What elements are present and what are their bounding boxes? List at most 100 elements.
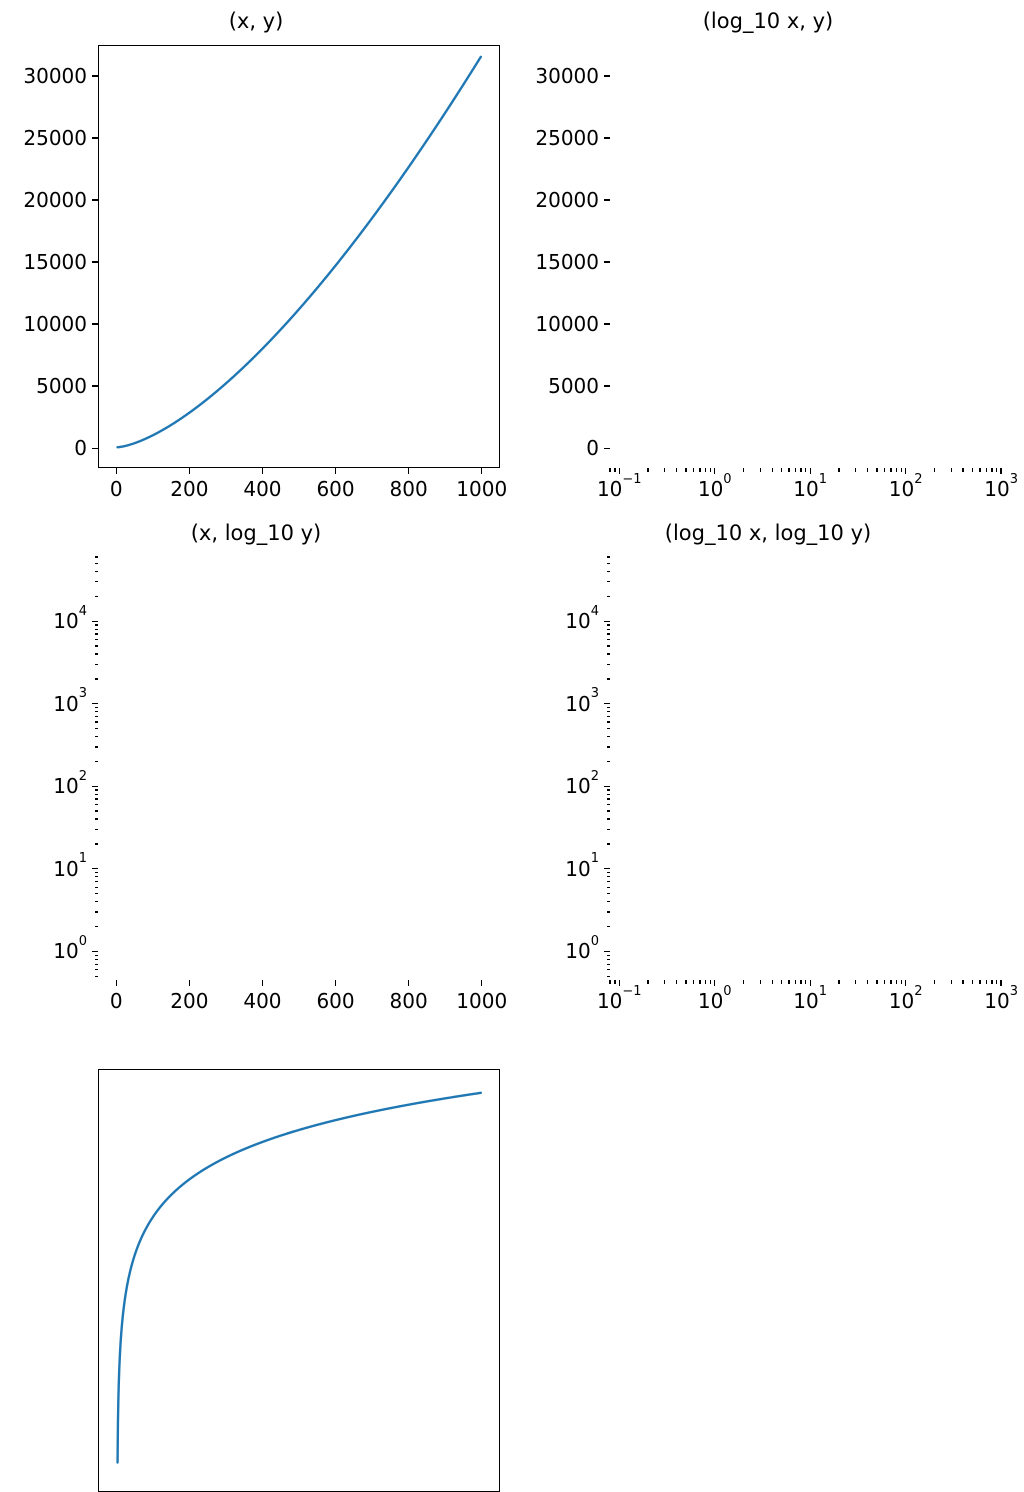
x-tick-mark (1000, 468, 1002, 474)
y-tick-mark (94, 793, 98, 795)
x-tick-mark (609, 980, 611, 984)
x-tick-mark (771, 980, 773, 984)
x-tick-label: 101 (793, 471, 828, 501)
x-tick-mark (618, 980, 620, 986)
y-tick-mark (94, 893, 98, 895)
x-tick-mark (685, 980, 687, 984)
x-tick-mark (614, 980, 616, 984)
x-tick-mark (895, 980, 898, 984)
y-tick-label: 20000 (23, 188, 87, 213)
y-tick-mark (606, 975, 610, 977)
x-tick-mark (991, 468, 993, 472)
x-tick-mark (188, 468, 190, 474)
y-tick-mark (604, 950, 610, 953)
x-tick-mark (334, 980, 337, 986)
y-tick-mark (606, 969, 610, 971)
x-tick-mark (996, 468, 998, 472)
x-tick-mark (905, 980, 907, 986)
x-tick-mark (759, 468, 761, 472)
y-tick-mark (606, 653, 610, 655)
y-tick-mark (92, 261, 98, 263)
x-tick-label: 102 (888, 983, 923, 1013)
y-tick-mark (606, 706, 610, 709)
y-tick-mark (92, 199, 98, 201)
y-tick-mark (604, 385, 610, 387)
y-tick-mark (94, 653, 98, 655)
y-tick-mark (604, 75, 610, 77)
x-tick-mark (838, 980, 840, 984)
y-tick-mark (606, 638, 610, 641)
x-tick-label: 1000 (456, 989, 508, 1013)
y-tick-label: 10000 (23, 312, 87, 337)
y-tick-mark (92, 447, 98, 449)
x-tick-mark (742, 468, 745, 472)
y-tick-label: 103 (565, 686, 599, 716)
y-tick-label: 101 (53, 851, 87, 881)
y-tick-label: 102 (53, 768, 87, 799)
x-tick-mark (800, 468, 802, 472)
y-tick-mark (94, 818, 98, 820)
y-tick-mark (94, 715, 98, 718)
x-tick-mark (788, 468, 790, 472)
x-tick-mark (905, 468, 907, 474)
y-tick-mark (92, 950, 98, 953)
y-tick-mark (92, 868, 98, 870)
x-tick-mark (709, 980, 711, 984)
x-tick-label: 100 (697, 983, 732, 1013)
y-tick-label: 0 (586, 436, 599, 461)
y-tick-label: 102 (565, 768, 599, 799)
x-tick-mark (900, 980, 902, 984)
y-tick-label: 15000 (23, 250, 87, 275)
y-tick-mark (606, 624, 610, 626)
y-tick-label: 25000 (535, 126, 599, 151)
y-tick-mark (94, 721, 98, 723)
x-tick-mark (1000, 980, 1002, 986)
y-tick-mark (94, 828, 98, 831)
y-tick-mark (604, 261, 610, 263)
y-tick-mark (606, 911, 610, 913)
y-tick-label: 100 (565, 933, 599, 964)
y-tick-mark (94, 663, 98, 666)
y-tick-mark (606, 828, 610, 831)
x-tick-mark (407, 468, 410, 474)
y-tick-mark (92, 385, 98, 387)
y-tick-mark (94, 969, 98, 971)
x-tick-mark (699, 468, 701, 472)
y-tick-mark (606, 760, 610, 763)
y-tick-mark (606, 876, 610, 878)
x-tick-mark (742, 980, 745, 984)
y-tick-mark (606, 880, 610, 883)
y-tick-mark (606, 595, 610, 598)
y-tick-label: 30000 (535, 64, 599, 88)
x-tick-mark (664, 980, 666, 984)
y-tick-mark (94, 954, 98, 956)
subplot-title-x-logy: (x, log_10 y) (190, 521, 322, 545)
y-tick-mark (94, 624, 98, 626)
x-tick-label: 102 (888, 471, 923, 501)
y-tick-mark (606, 556, 610, 558)
x-tick-label: 101 (793, 983, 828, 1013)
x-tick-mark (933, 980, 936, 984)
y-tick-mark (94, 678, 98, 680)
y-tick-label: 100 (53, 933, 87, 964)
y-tick-mark (604, 703, 610, 705)
y-tick-mark (92, 75, 98, 77)
x-tick-mark (805, 468, 807, 472)
x-tick-mark (867, 468, 869, 472)
y-tick-mark (604, 868, 610, 870)
x-tick-mark (996, 980, 998, 984)
x-tick-mark (704, 980, 707, 984)
x-tick-mark (115, 980, 117, 986)
x-tick-mark (809, 980, 811, 986)
y-tick-mark (94, 925, 98, 928)
y-tick-mark (606, 715, 610, 718)
y-tick-mark (606, 954, 610, 956)
x-tick-mark (647, 468, 649, 472)
y-tick-mark (92, 323, 98, 325)
y-tick-label: 5000 (548, 374, 599, 399)
x-tick-mark (261, 980, 264, 986)
x-tick-label: 10−1 (596, 471, 642, 501)
x-tick-mark (900, 468, 902, 472)
x-tick-mark (261, 468, 264, 474)
x-tick-mark (991, 980, 993, 984)
